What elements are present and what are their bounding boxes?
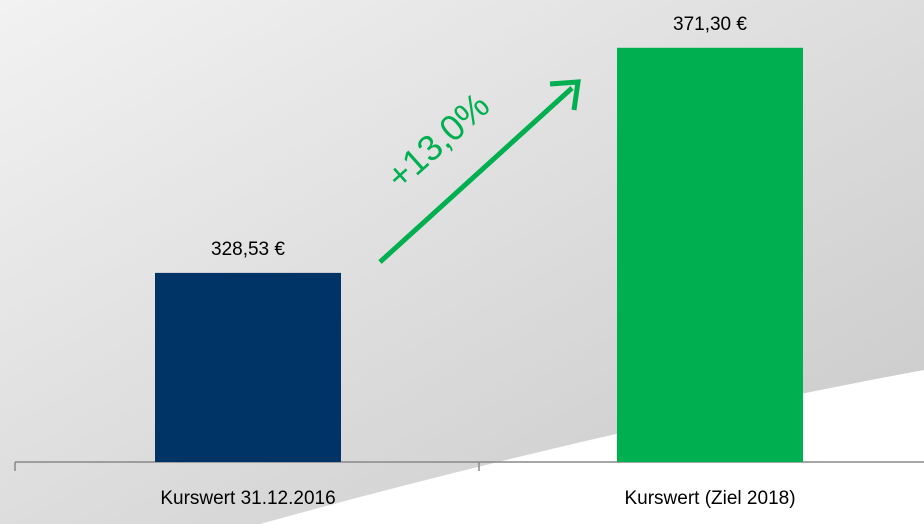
- x-tick-label: Kurswert 31.12.2016: [160, 488, 335, 509]
- bar: [617, 47, 803, 462]
- arrow-head: [549, 79, 581, 111]
- value-label: 371,30 €: [673, 14, 747, 35]
- arrow: [378, 86, 574, 264]
- x-tick-label: Kurswert (Ziel 2018): [624, 488, 795, 509]
- bar: [155, 272, 341, 462]
- value-label: 328,53 €: [211, 239, 285, 260]
